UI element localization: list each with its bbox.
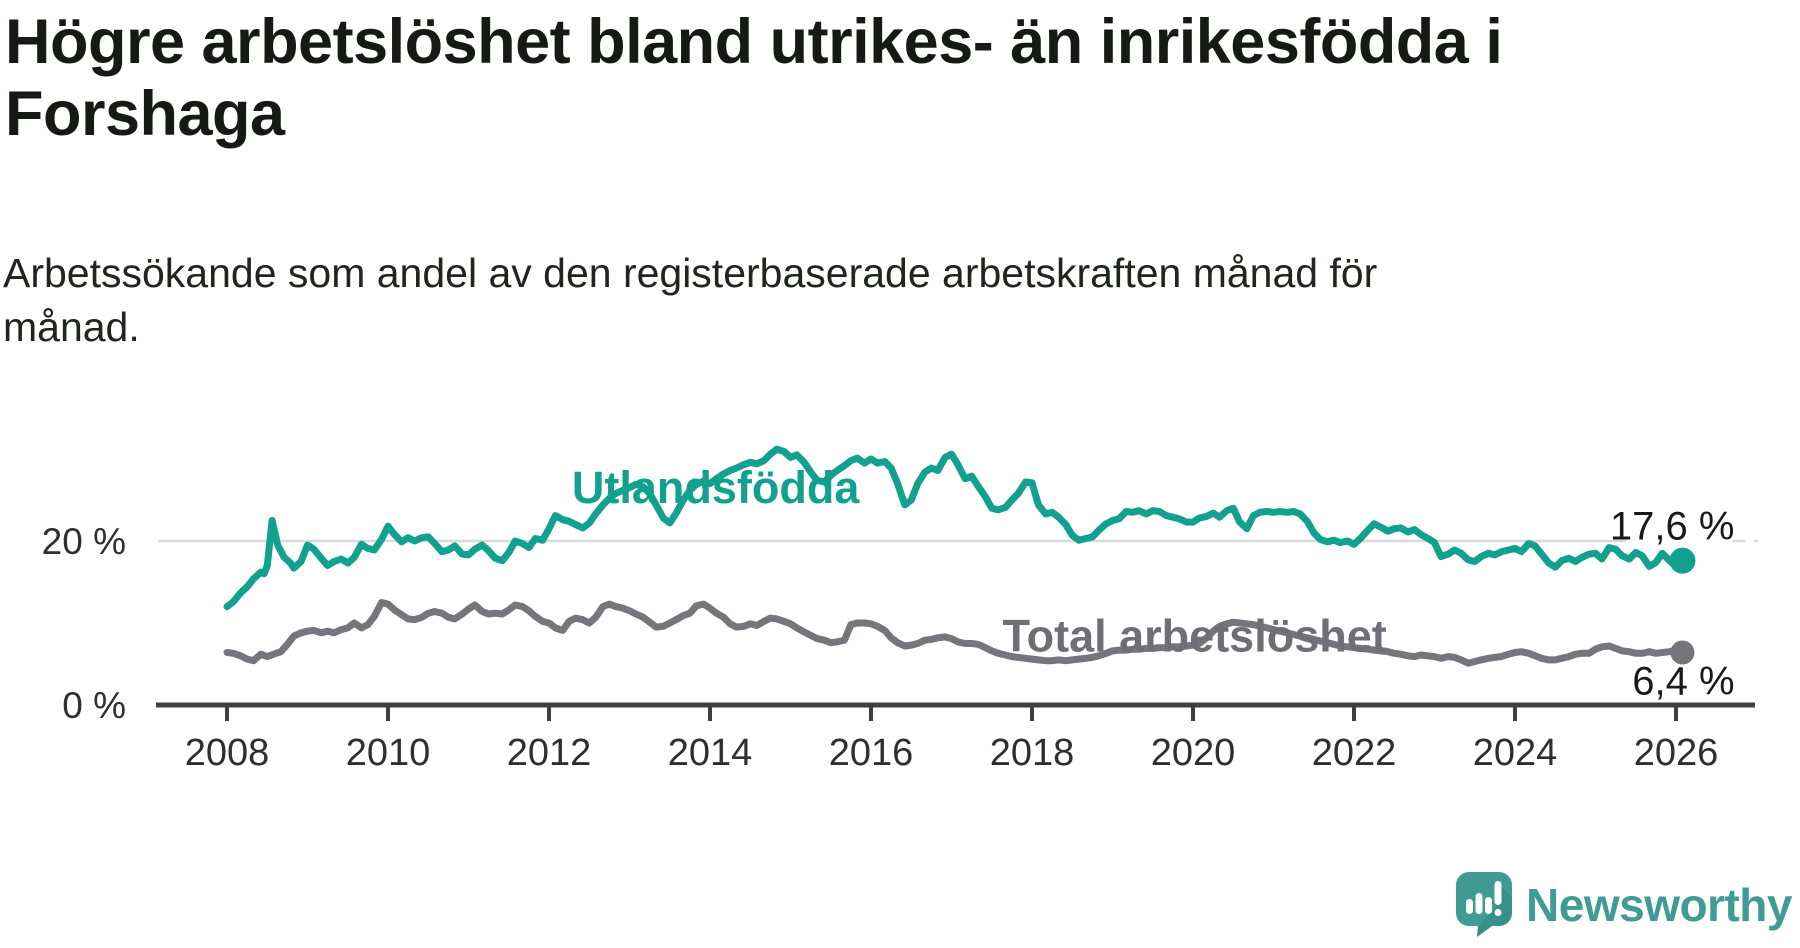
utlandsfodda-line	[223, 445, 1686, 611]
total-end-dot	[1670, 640, 1695, 665]
utlandsfodda-end-dot	[1669, 547, 1696, 574]
y-axis-tick-label: 20 %	[42, 521, 126, 562]
page-title: Högre arbetslöshet bland utrikes- än inr…	[5, 6, 1775, 150]
newsworthy-icon	[1456, 872, 1513, 937]
x-axis-tick-label: 2008	[185, 732, 270, 774]
newsworthy-brand-text: Newsworthy	[1526, 879, 1792, 931]
page-title-line-2: Forshaga	[5, 79, 285, 149]
x-axis-tick-label: 2016	[829, 732, 914, 774]
utlandsfodda-series-label: Utlandsfödda	[572, 462, 860, 513]
x-axis-tick-label: 2010	[346, 732, 431, 774]
total-series-label: Total arbetslöshet	[1002, 610, 1386, 661]
x-axis-tick-label: 2018	[990, 732, 1075, 774]
total-end-value-label: 6,4 %	[1632, 660, 1734, 704]
chart-subtitle-line-1: Arbetssökande som andel av den registerb…	[3, 250, 1378, 296]
x-axis-tick-label: 2012	[507, 732, 592, 774]
chart-subtitle: Arbetssökande som andel av den registerb…	[3, 246, 1643, 354]
x-axis-tick-label: 2020	[1151, 732, 1236, 774]
y-axis-tick-label: 0 %	[62, 685, 126, 726]
utlandsfodda-end-value-label: 17,6 %	[1610, 505, 1735, 549]
x-axis-tick-label: 2026	[1634, 732, 1719, 774]
newsworthy-logo: Newsworthy	[1456, 872, 1792, 938]
chart-subtitle-line-2: månad.	[3, 304, 140, 350]
x-axis-tick-label: 2022	[1312, 732, 1397, 774]
x-axis-tick-label: 2014	[668, 732, 753, 774]
x-axis-tick-label: 2024	[1473, 732, 1558, 774]
page-title-line-1: Högre arbetslöshet bland utrikes- än inr…	[5, 7, 1503, 77]
total-line	[223, 599, 1686, 667]
